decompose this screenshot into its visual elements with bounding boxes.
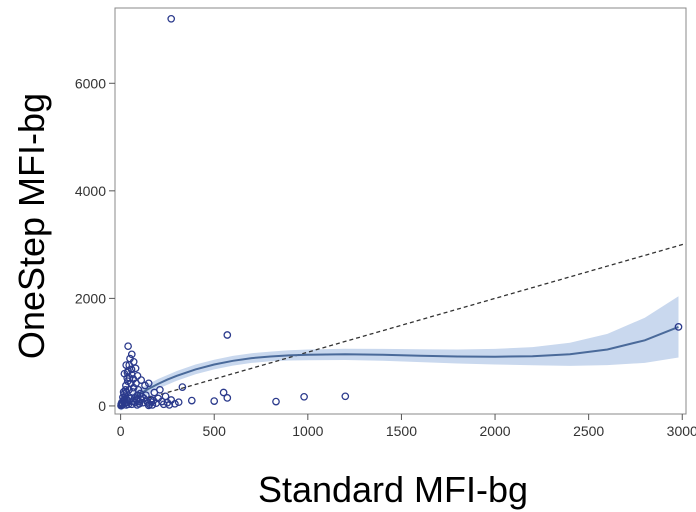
- smooth-fit-line: [120, 325, 679, 407]
- data-point: [272, 397, 280, 406]
- y-tick-label: 4000: [75, 183, 106, 199]
- data-point: [134, 385, 143, 394]
- data-point: [122, 381, 130, 390]
- x-tick-label: 3000: [667, 423, 696, 439]
- data-point: [210, 397, 219, 405]
- data-point: [136, 395, 145, 404]
- data-point: [148, 401, 157, 409]
- x-tick-label: 1000: [292, 423, 323, 439]
- data-point: [187, 396, 196, 405]
- x-tick-label: 0: [117, 423, 125, 439]
- data-point: [223, 331, 232, 339]
- data-point: [174, 398, 183, 407]
- plot-frame: [114, 7, 687, 415]
- x-tick-label: 2000: [479, 423, 510, 439]
- data-point: [119, 388, 128, 396]
- x-axis: 0 500 1000 1500 2000 2500 3000: [117, 414, 696, 439]
- x-tick-label: 500: [203, 423, 227, 439]
- data-point: [300, 392, 308, 401]
- reference-line: [120, 242, 686, 407]
- data-point: [167, 14, 176, 23]
- data-point: [341, 392, 350, 401]
- x-axis-title: Standard MFI-bg: [258, 469, 528, 510]
- data-point: [159, 400, 168, 409]
- data-point: [131, 364, 140, 373]
- data-point: [219, 388, 228, 397]
- y-tick-label: 2000: [75, 290, 106, 306]
- data-point: [124, 342, 132, 351]
- y-tick-label: 6000: [75, 75, 106, 91]
- data-point: [163, 398, 172, 407]
- data-point: [127, 350, 136, 359]
- data-point: [121, 385, 130, 394]
- y-axis-title: OneStep MFI-bg: [11, 93, 52, 359]
- data-point: [150, 388, 159, 397]
- y-axis: 0 2000 4000 6000: [75, 75, 115, 414]
- data-point: [674, 323, 683, 331]
- data-point: [135, 397, 143, 406]
- data-point: [171, 399, 179, 408]
- data-point: [141, 381, 149, 390]
- data-point: [124, 400, 133, 409]
- x-tick-label: 2500: [573, 423, 604, 439]
- y-tick-label: 0: [98, 398, 106, 414]
- confidence-band: [120, 296, 679, 411]
- data-point: [142, 391, 150, 400]
- data-point: [123, 368, 132, 377]
- data-point: [125, 361, 134, 369]
- data-point: [178, 383, 187, 391]
- data-point: [123, 396, 131, 404]
- data-point: [117, 401, 125, 410]
- data-point: [144, 401, 153, 410]
- data-point: [223, 394, 232, 402]
- x-tick-label: 1500: [386, 423, 417, 439]
- data-point: [132, 379, 140, 388]
